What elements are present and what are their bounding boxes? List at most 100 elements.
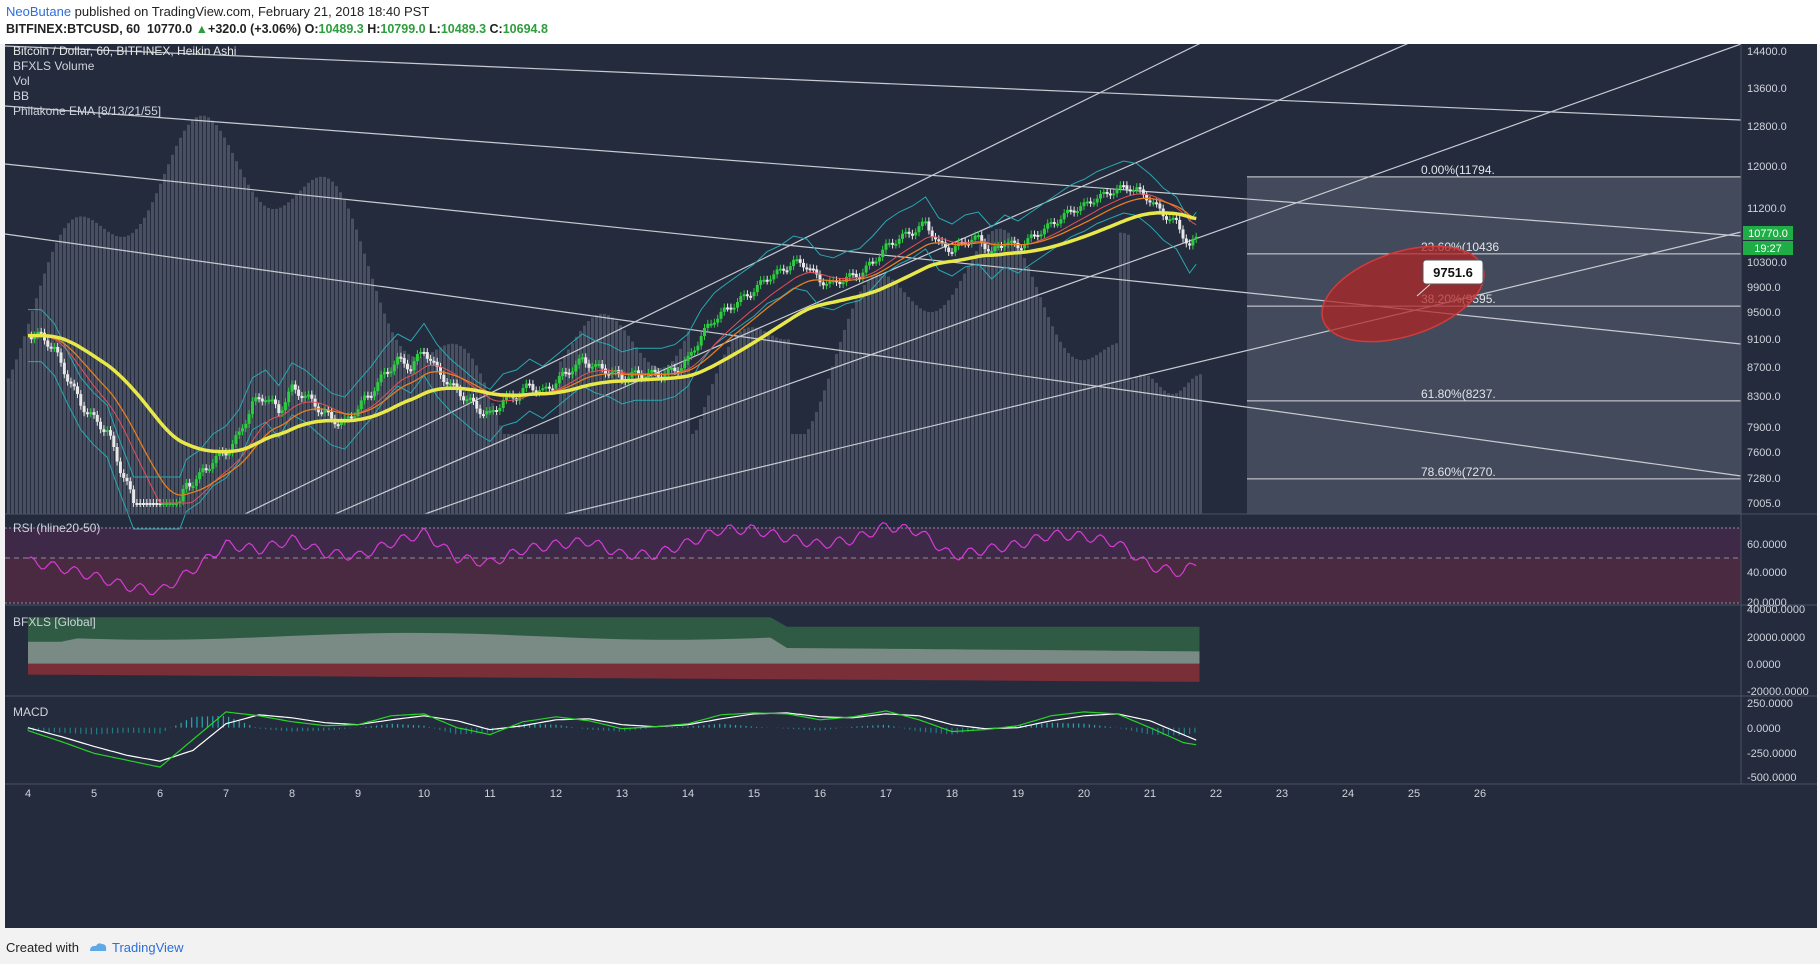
- close-value: 10694.8: [502, 22, 548, 36]
- callout-box[interactable]: [1422, 259, 1484, 285]
- volume-bar: [1147, 375, 1150, 514]
- rsi-panel-label: RSI (hline20-50): [13, 521, 100, 535]
- volume-bar: [19, 348, 22, 514]
- volume-bar: [143, 217, 146, 514]
- candle-body: [884, 243, 888, 250]
- volume-bar: [615, 320, 618, 514]
- volume-bar: [1123, 233, 1126, 514]
- volume-bar: [831, 366, 834, 514]
- volume-bar: [1087, 359, 1090, 514]
- volume-bar: [487, 392, 490, 514]
- tradingview-link[interactable]: TradingView: [112, 940, 184, 955]
- chart-svg[interactable]: 0.00%(11794.23.60%(1043638.20%(9595.61.8…: [5, 44, 1817, 928]
- volume-bar: [803, 434, 806, 514]
- volume-bar: [735, 335, 738, 514]
- candle-body: [983, 242, 987, 250]
- candle-body: [201, 468, 205, 473]
- volume-bar: [715, 373, 718, 514]
- candle-body: [722, 307, 726, 312]
- volume-bar: [895, 283, 898, 514]
- volume-bar: [1091, 357, 1094, 514]
- candle-body: [1075, 210, 1079, 213]
- volume-bar: [951, 294, 954, 514]
- candle-body: [927, 221, 931, 231]
- volume-bar: [323, 176, 326, 514]
- time-tick-label: 25: [1408, 788, 1420, 800]
- volume-bar: [427, 354, 430, 514]
- candle-body: [336, 424, 340, 427]
- candle-body: [128, 481, 132, 490]
- candle-body: [877, 257, 881, 262]
- bollinger-bands: [28, 160, 1197, 530]
- trend-line: [5, 233, 1742, 477]
- volume-bar: [51, 251, 54, 514]
- bfxls-tick-label: 0.0000: [1747, 659, 1781, 671]
- volume-bar: [787, 339, 790, 514]
- volume-bar: [575, 336, 578, 514]
- candle-body: [1092, 202, 1096, 205]
- candle-body: [277, 404, 281, 414]
- candle-body: [1112, 193, 1116, 196]
- volume-bar: [963, 273, 966, 514]
- countdown-badge: [1743, 241, 1793, 255]
- candle-body: [755, 284, 759, 293]
- author-link[interactable]: NeoButane: [6, 4, 72, 19]
- volume-bar: [303, 186, 306, 514]
- candle-body: [1095, 198, 1099, 203]
- chart-area[interactable]: 0.00%(11794.23.60%(1043638.20%(9595.61.8…: [5, 44, 1817, 928]
- candle-body: [1046, 223, 1050, 229]
- candle-body: [145, 503, 149, 505]
- volume-bar: [883, 274, 886, 514]
- volume-bar: [75, 217, 78, 514]
- candle-body: [46, 340, 50, 347]
- macd-tick-label: 250.0000: [1747, 698, 1793, 710]
- volume-bar: [287, 202, 290, 514]
- volume-bar: [11, 369, 14, 514]
- candle-body: [115, 447, 119, 462]
- fib-level-label: 0.00%(11794.: [1421, 163, 1495, 177]
- candle-body: [237, 431, 241, 436]
- volume-bar: [619, 325, 622, 514]
- candle-body: [868, 261, 871, 266]
- candle-body: [699, 336, 703, 346]
- candle-body: [729, 307, 733, 310]
- candle-body: [270, 399, 274, 402]
- volume-bar: [191, 120, 194, 514]
- volume-bar: [339, 192, 342, 514]
- volume-bar: [603, 313, 606, 514]
- volume-bar: [1039, 297, 1042, 514]
- candle-body: [92, 412, 96, 415]
- candle-body: [924, 221, 928, 224]
- volume-bar: [403, 350, 406, 514]
- candle-body: [719, 311, 723, 319]
- candle-body: [980, 235, 984, 243]
- candle-body: [1042, 228, 1046, 235]
- volume-bar: [1003, 229, 1006, 514]
- volume-bar: [399, 346, 402, 514]
- volume-bar: [811, 421, 814, 514]
- candle-body: [184, 482, 188, 489]
- volume-bar: [563, 355, 566, 514]
- candle-body: [1151, 202, 1155, 205]
- candle-body: [52, 346, 56, 349]
- time-axis[interactable]: 4 5 6 7 8 9 10 11 12 13 14 15 16 17 18 19 20 21 22 23 24 25 26: [25, 788, 1486, 800]
- bfxls-short-area: [28, 663, 1200, 682]
- volume-bar: [1047, 317, 1050, 514]
- trend-lines: [5, 44, 1742, 515]
- volume-bar: [279, 207, 282, 514]
- volume-bar: [531, 434, 534, 514]
- volume-bar: [187, 124, 190, 515]
- candle-body: [950, 251, 954, 254]
- volume-bar: [927, 311, 930, 514]
- rsi-lower-band: [5, 558, 1741, 603]
- candle-body: [940, 240, 944, 243]
- volume-bar: [639, 352, 642, 514]
- candle-body: [518, 395, 522, 401]
- candle-body: [590, 366, 594, 369]
- volume-bar: [1051, 326, 1054, 514]
- volume-bar: [275, 208, 278, 514]
- volume-bar: [539, 434, 542, 514]
- volume-bar: [1195, 375, 1198, 514]
- price-axis[interactable]: 14400.0 13600.0 12800.0 12000.0 11200.0 10300…: [1747, 46, 1787, 510]
- candle-body: [1148, 200, 1152, 203]
